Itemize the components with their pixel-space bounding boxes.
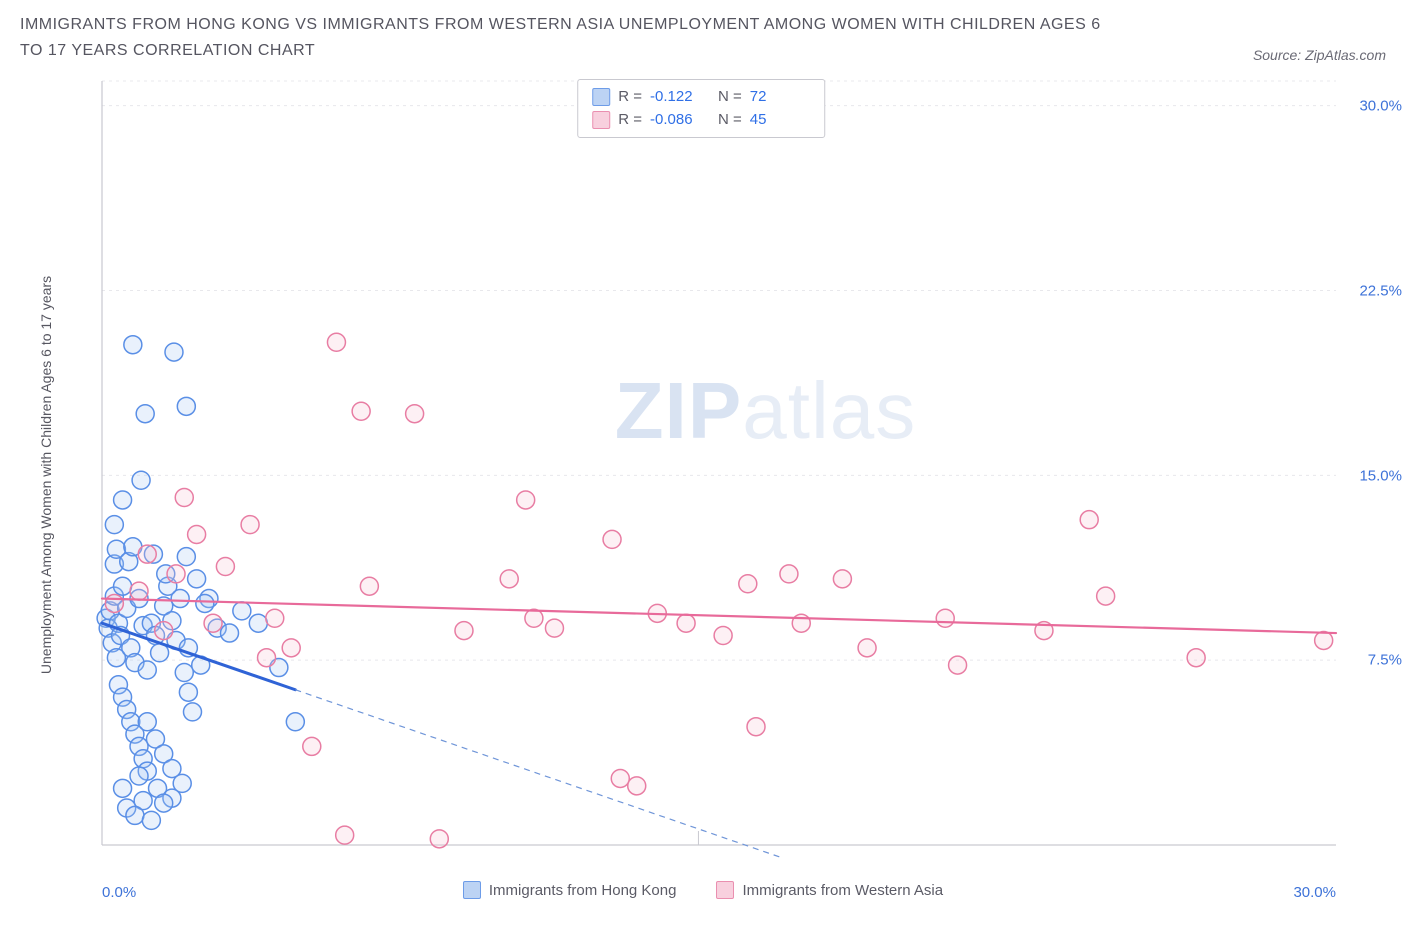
n-label: N = <box>718 109 742 132</box>
chart-container: Unemployment Among Women with Children A… <box>56 75 1346 875</box>
legend-label-1: Immigrants from Western Asia <box>742 882 943 899</box>
series-legend: Immigrants from Hong Kong Immigrants fro… <box>0 881 1406 899</box>
r-label: R = <box>618 86 642 109</box>
legend-item-0: Immigrants from Hong Kong <box>463 881 677 899</box>
y-tick-label: 7.5% <box>1368 652 1402 669</box>
y-tick-label: 30.0% <box>1359 97 1402 114</box>
source-label: Source: ZipAtlas.com <box>1253 47 1386 63</box>
y-axis-title: Unemployment Among Women with Children A… <box>38 276 54 674</box>
n-value-1: 45 <box>750 109 810 132</box>
correlation-legend: R = -0.122 N = 72 R = -0.086 N = 45 <box>577 79 825 138</box>
legend-label-0: Immigrants from Hong Kong <box>489 882 677 899</box>
y-tick-label: 22.5% <box>1359 282 1402 299</box>
scatter-chart <box>56 75 1346 865</box>
x-tick-label-max: 30.0% <box>1293 884 1336 901</box>
legend-item-1: Immigrants from Western Asia <box>716 881 943 899</box>
watermark-bold: ZIP <box>615 366 742 455</box>
y-tick-label: 15.0% <box>1359 467 1402 484</box>
r-value-0: -0.122 <box>650 86 710 109</box>
n-value-0: 72 <box>750 86 810 109</box>
watermark-light: atlas <box>742 366 916 455</box>
legend-row-1: R = -0.086 N = 45 <box>592 109 810 132</box>
chart-title: IMMIGRANTS FROM HONG KONG VS IMMIGRANTS … <box>20 12 1120 63</box>
r-value-1: -0.086 <box>650 109 710 132</box>
x-tick-label-min: 0.0% <box>102 884 136 901</box>
swatch-series-0-b <box>463 881 481 899</box>
swatch-series-0 <box>592 88 610 106</box>
n-label: N = <box>718 86 742 109</box>
swatch-series-1 <box>592 111 610 129</box>
legend-row-0: R = -0.122 N = 72 <box>592 86 810 109</box>
watermark: ZIPatlas <box>615 365 916 457</box>
swatch-series-1-b <box>716 881 734 899</box>
r-label: R = <box>618 109 642 132</box>
